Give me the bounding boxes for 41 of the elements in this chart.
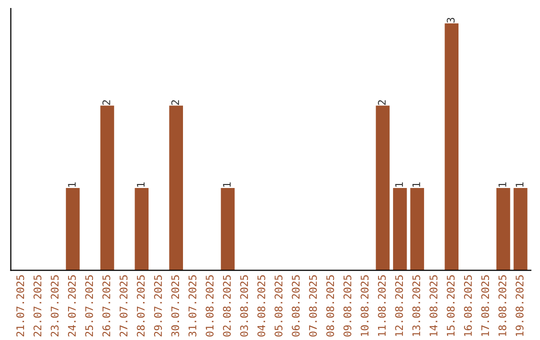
data-label: 3 [446,18,455,23]
x-tick-label: 21.07.2025 [16,275,24,336]
x-tick-label: 03.08.2025 [240,275,248,336]
x-tick-label: 30.07.2025 [171,275,180,336]
data-label: 1 [412,182,420,187]
data-label: 2 [171,100,180,105]
x-tick-label: 29.07.2025 [154,275,162,336]
x-tick-label: 25.07.2025 [85,275,94,336]
data-label: 1 [136,182,145,187]
data-label: 1 [395,182,403,187]
x-tick-label: 26.07.2025 [102,275,110,336]
x-tick-label: 06.08.2025 [292,275,300,336]
x-tick-label: 05.08.2025 [274,275,282,336]
x-tick-label: 27.07.2025 [120,275,128,336]
x-tick-label: 24.07.2025 [68,275,76,336]
x-tick-label: 08.08.2025 [326,275,334,336]
x-tick-label: 09.08.2025 [343,275,352,336]
data-label: 2 [102,100,110,105]
x-tick-label: 15.08.2025 [446,275,455,336]
x-tick-label: 13.08.2025 [412,275,420,336]
data-label: 1 [498,182,506,187]
data-label: 2 [378,100,386,105]
x-tick-label: 11.08.2025 [378,275,386,336]
x-tick-label: 10.08.2025 [360,275,369,336]
x-tick-label: 16.08.2025 [464,275,472,336]
x-tick-label: 12.08.2025 [395,275,404,336]
x-tick-label: 02.08.2025 [222,275,231,336]
x-tick-label: 19.08.2025 [516,275,524,336]
x-tick-label: 14.08.2025 [430,275,438,336]
x-tick-label: 31.07.2025 [188,275,196,336]
x-tick-label: 07.08.2025 [309,275,317,336]
data-label: 1 [516,182,524,187]
x-tick-label: 28.07.2025 [136,275,145,336]
x-tick-label: 23.07.2025 [50,275,59,336]
x-tick-label: 18.08.2025 [498,275,506,336]
x-tick-label: 01.08.2025 [206,275,214,336]
x-tick-label: 17.08.2025 [481,275,490,336]
x-tick-label: 22.07.2025 [34,275,42,336]
data-label: 1 [68,182,76,187]
x-tick-label: 04.08.2025 [257,275,266,336]
data-label: 1 [223,182,231,187]
